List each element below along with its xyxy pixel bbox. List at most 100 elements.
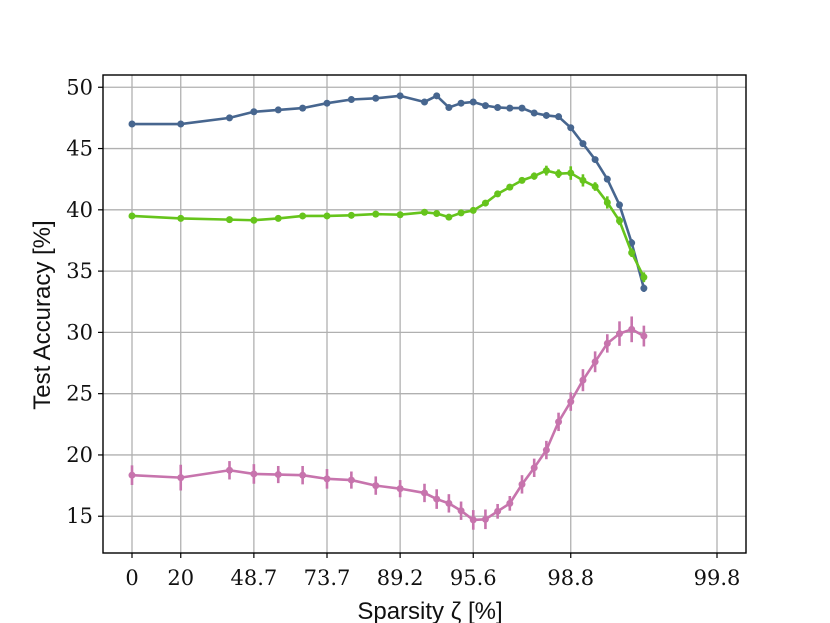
data-point <box>542 111 550 119</box>
data-point <box>518 176 526 184</box>
y-tick-label: 40 <box>66 198 93 222</box>
data-point <box>542 167 550 175</box>
data-point <box>616 330 623 338</box>
data-point <box>372 482 380 490</box>
axis-ticks: 0 20 48.7 73.7 89.2 95.6 98.8 99.8 15 20 25 30 35 40 4… <box>66 75 740 590</box>
x-tick-label: 48.7 <box>230 566 277 590</box>
y-tick-label: 25 <box>66 382 93 406</box>
data-point <box>226 216 233 224</box>
data-point <box>616 217 623 225</box>
data-point <box>640 332 648 340</box>
data-point <box>579 140 587 148</box>
data-point <box>567 398 575 406</box>
data-point <box>226 466 233 474</box>
data-point <box>421 208 428 216</box>
data-point <box>457 99 465 107</box>
data-point <box>433 495 441 503</box>
data-point <box>457 209 465 217</box>
x-axis-title: Sparsity ζ [%] <box>357 598 502 623</box>
data-point <box>603 175 611 183</box>
y-tick-label: 45 <box>66 137 93 161</box>
data-point <box>506 499 514 507</box>
data-point <box>433 92 441 100</box>
x-tick-label: 0 <box>125 566 138 590</box>
y-tick-label: 15 <box>66 504 93 528</box>
x-tick-label: 20 <box>167 566 194 590</box>
data-point <box>481 515 489 523</box>
data-point <box>603 339 611 347</box>
data-point <box>274 106 282 114</box>
x-tick-label: 73.7 <box>304 566 351 590</box>
data-point <box>506 183 514 191</box>
y-tick-label: 50 <box>66 75 93 99</box>
y-tick-label: 35 <box>66 259 93 283</box>
series-line <box>131 328 645 522</box>
data-point <box>421 489 428 497</box>
series-2 <box>128 165 648 283</box>
data-point <box>591 183 599 191</box>
data-point <box>555 170 563 178</box>
data-point <box>250 470 258 478</box>
data-point <box>567 169 575 177</box>
data-point <box>274 471 282 479</box>
data-point <box>323 99 331 107</box>
data-point <box>506 104 514 112</box>
data-point <box>226 114 233 122</box>
data-point <box>530 109 538 117</box>
data-point <box>128 471 136 479</box>
data-point <box>177 120 185 128</box>
data-point <box>396 211 404 219</box>
data-point <box>177 474 185 482</box>
data-point <box>616 201 623 209</box>
data-point <box>433 209 441 217</box>
data-point <box>518 104 526 112</box>
y-tick-label: 20 <box>66 443 93 467</box>
data-point <box>347 96 355 104</box>
data-point <box>372 210 380 218</box>
data-point <box>396 92 404 100</box>
x-tick-label: 95.6 <box>450 566 497 590</box>
series-line <box>132 94 646 289</box>
data-point <box>530 172 538 180</box>
data-point <box>250 108 258 116</box>
data-point <box>494 507 502 515</box>
data-point <box>542 446 550 454</box>
data-point <box>299 104 307 112</box>
y-axis-title: Test Accuracy [%] <box>29 220 56 409</box>
data-point <box>628 249 636 257</box>
data-point <box>555 418 563 426</box>
data-point <box>530 464 538 472</box>
data-point <box>481 102 489 110</box>
data-point <box>396 485 404 493</box>
data-point <box>567 124 575 132</box>
series-line <box>131 169 646 278</box>
data-point <box>494 103 502 111</box>
data-point <box>347 476 355 484</box>
data-point <box>128 120 136 128</box>
data-point <box>469 98 477 106</box>
data-point <box>628 325 636 333</box>
data-point <box>603 198 611 206</box>
data-point <box>469 516 477 524</box>
data-point <box>481 199 489 207</box>
data-point <box>421 98 428 106</box>
data-point <box>445 213 453 221</box>
data-point <box>445 499 453 507</box>
data-point <box>177 214 185 222</box>
y-tick-label: 30 <box>66 320 93 344</box>
data-point <box>518 480 526 488</box>
data-point <box>469 206 477 214</box>
grid-lines <box>103 75 746 553</box>
data-point <box>323 475 331 483</box>
x-tick-label: 98.8 <box>547 566 594 590</box>
x-tick-label: 99.8 <box>694 566 741 590</box>
data-point <box>579 376 587 384</box>
series-1 <box>128 92 648 292</box>
data-point <box>591 358 599 366</box>
x-tick-label: 89.2 <box>377 566 424 590</box>
data-point <box>494 190 502 198</box>
data-point <box>555 113 563 121</box>
series-layer <box>128 92 648 530</box>
data-point <box>640 284 648 292</box>
data-point <box>372 94 380 102</box>
